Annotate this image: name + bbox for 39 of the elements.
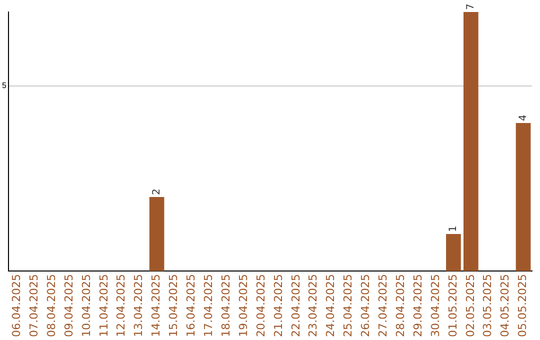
data-label: 4 [518, 114, 529, 122]
x-tick-label: 03.05.2025 [481, 274, 494, 338]
data-label: 7 [466, 4, 477, 10]
x-tick-label: 16.04.2025 [184, 274, 198, 338]
bar [149, 197, 164, 272]
x-tick-label: 24.04.2025 [324, 274, 338, 338]
bar [446, 234, 461, 272]
x-tick-label: 15.04.2025 [167, 274, 180, 338]
x-tick-label: 20.04.2025 [254, 274, 268, 338]
x-tick-label: 14.04.2025 [150, 274, 163, 338]
x-tick-label: 05.05.2025 [516, 274, 530, 338]
x-tick-label: 23.04.2025 [306, 274, 320, 338]
x-tick-label: 28.04.2025 [394, 274, 407, 338]
x-tick-label: 10.04.2025 [80, 274, 93, 338]
x-tick-label: 12.04.2025 [114, 274, 128, 338]
data-label: 2 [151, 188, 162, 196]
x-tick-label: 17.04.2025 [202, 274, 216, 338]
x-tick-label: 18.04.2025 [219, 274, 232, 338]
y-tick-label: 5 [2, 81, 7, 90]
x-tick-label: 13.04.2025 [132, 274, 146, 338]
x-tick-label: 02.05.2025 [464, 274, 477, 338]
x-tick-label: 04.05.2025 [498, 274, 512, 338]
x-tick-label: 19.04.2025 [236, 274, 250, 338]
x-tick-label: 11.04.2025 [97, 274, 110, 338]
x-tick-label: 08.04.2025 [44, 274, 58, 338]
x-tick-label: 22.04.2025 [289, 274, 302, 338]
bar [464, 12, 478, 272]
x-tick-label: 29.04.2025 [411, 274, 424, 338]
bar [516, 123, 531, 272]
x-tick-label: 01.05.2025 [446, 274, 460, 338]
x-tick-label: 06.04.2025 [10, 274, 24, 338]
x-tick-label: 27.04.2025 [376, 274, 390, 338]
x-tick-label: 21.04.2025 [272, 274, 285, 338]
x-tick-label: 25.04.2025 [342, 274, 355, 338]
x-tick-label: 09.04.2025 [62, 274, 76, 338]
x-tick-label: 07.04.2025 [27, 274, 40, 338]
x-tick-label: 30.04.2025 [428, 274, 442, 338]
data-label: 1 [448, 226, 460, 232]
x-tick-label: 26.04.2025 [359, 274, 372, 338]
